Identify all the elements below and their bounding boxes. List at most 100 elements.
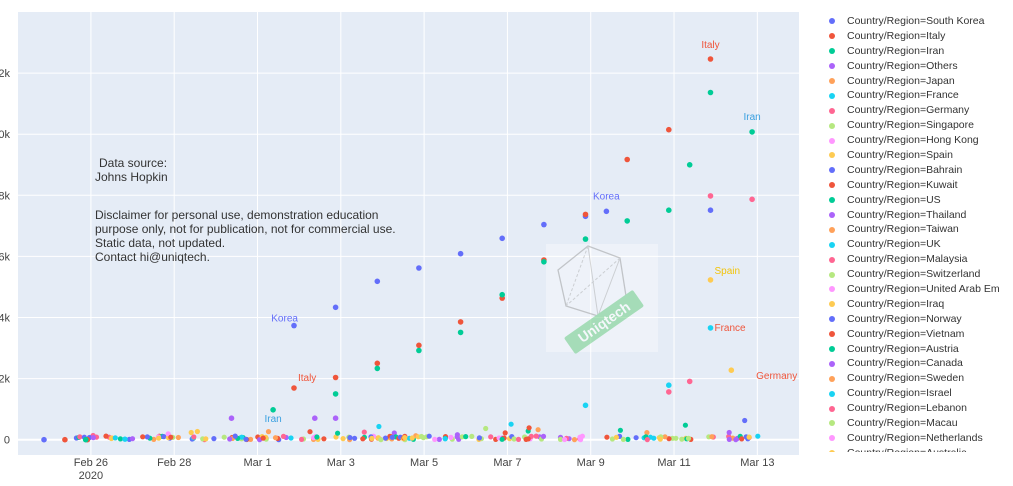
legend-item[interactable]: Country/Region=United Arab Em [822, 282, 1013, 297]
annotation-label: Spain [714, 266, 740, 277]
background-country-point [644, 437, 650, 443]
legend-item[interactable]: Country/Region=Taiwan [822, 222, 1013, 237]
x-tick-label: Mar 9 [577, 457, 605, 469]
background-country-point [144, 434, 150, 440]
legend-item[interactable]: Country/Region=Italy [822, 29, 1013, 44]
data-point [457, 319, 464, 325]
data-point [666, 207, 672, 213]
legend-marker-icon [829, 435, 835, 442]
background-country-point [533, 433, 539, 439]
background-country-point [666, 436, 672, 442]
legend-label: Country/Region=Iraq [847, 297, 945, 310]
data-point [457, 250, 464, 257]
legend-item[interactable]: Country/Region=Iraq [822, 297, 1013, 312]
legend-item[interactable]: Country/Region=Norway [822, 312, 1013, 327]
legend-label: Country/Region=Thailand [847, 208, 967, 221]
legend-item[interactable]: Country/Region=Spain [822, 148, 1013, 163]
legend-label: Country/Region=Kuwait [847, 178, 958, 191]
legend-item[interactable]: Country/Region=Bahrain [822, 163, 1013, 178]
legend-marker-icon [829, 212, 835, 219]
data-point [416, 265, 422, 271]
legend-item[interactable]: Country/Region=Israel [822, 386, 1013, 401]
legend-item[interactable]: Country/Region=US [822, 193, 1013, 208]
legend-label: Country/Region=Switzerland [847, 268, 981, 281]
legend-label: Country/Region=Austria [847, 342, 959, 355]
background-country-point [633, 435, 639, 441]
data-point [707, 193, 714, 199]
background-country-point [617, 427, 624, 433]
background-country-point [307, 429, 313, 435]
legend-item[interactable]: Country/Region=Hong Kong [822, 133, 1013, 148]
annotation-label: Iran [744, 112, 761, 123]
background-country-point [288, 435, 294, 441]
legend-item[interactable]: Country/Region=France [822, 88, 1013, 103]
legend-marker-icon [829, 286, 835, 293]
legend-item[interactable]: Country/Region=UK [822, 237, 1013, 252]
data-point [62, 436, 68, 443]
legend-item[interactable]: Country/Region=Austria [822, 342, 1013, 357]
legend-marker-icon [829, 271, 835, 278]
background-country-point [454, 434, 460, 440]
legend-label: Country/Region=Germany [847, 104, 970, 117]
background-country-point [248, 436, 254, 442]
legend-marker-icon [829, 256, 835, 263]
legend-marker-icon [829, 405, 835, 412]
background-country-point [378, 437, 384, 443]
data-point [332, 304, 339, 311]
legend-item[interactable]: Country/Region=Malaysia [822, 252, 1013, 267]
background-country-point [77, 434, 83, 440]
legend-label: Country/Region=Spain [847, 149, 953, 162]
legend-item[interactable]: Country/Region=Vietnam [822, 327, 1013, 342]
legend-item[interactable]: Country/Region=Kuwait [822, 178, 1013, 193]
legend-item[interactable]: Country/Region=Netherlands [822, 431, 1013, 446]
legend-marker-icon [829, 346, 835, 353]
background-country-point [515, 436, 522, 442]
background-country-point [239, 434, 245, 440]
legend-label: Country/Region=Macau [847, 417, 958, 430]
background-country-point [579, 433, 586, 439]
legend-item[interactable]: Country/Region=Thailand [822, 208, 1013, 223]
scatter-points [41, 56, 761, 443]
legend-item[interactable]: Country/Region=Sweden [822, 371, 1013, 386]
background-country-point [448, 434, 454, 440]
background-country-point [335, 430, 341, 436]
legend-marker-icon [829, 18, 835, 25]
background-country-point [426, 433, 432, 439]
data-point [582, 211, 589, 218]
x-tick-label: Mar 11 [657, 457, 690, 469]
data-point [624, 156, 630, 163]
legend-label: Country/Region=Japan [847, 74, 955, 87]
legend-item[interactable]: Country/Region=Canada [822, 356, 1013, 371]
legend-item[interactable]: Country/Region=Australia [822, 446, 1013, 452]
background-country-point [526, 425, 532, 431]
background-country-point [140, 434, 146, 440]
disclaimer-line4: Contact hi@uniqtech. [95, 250, 210, 264]
legend-item[interactable]: Country/Region=Germany [822, 103, 1013, 118]
background-country-point [389, 434, 395, 440]
background-country-point [340, 436, 346, 442]
legend-item[interactable]: Country/Region=Switzerland [822, 267, 1013, 282]
legend-item[interactable]: Country/Region=Lebanon [822, 401, 1013, 416]
legend-item[interactable]: Country/Region=Macau [822, 416, 1013, 431]
background-country-point [260, 435, 266, 441]
legend-item[interactable]: Country/Region=Others [822, 59, 1013, 74]
background-country-point [508, 421, 514, 427]
data-point [291, 322, 297, 329]
background-country-point [436, 436, 442, 442]
background-country-point [476, 435, 482, 441]
legend-item[interactable]: Country/Region=Japan [822, 74, 1013, 89]
data-point [707, 56, 714, 62]
annotation-label: Korea [271, 314, 298, 325]
legend-item[interactable]: Country/Region=Iran [822, 44, 1013, 59]
legend-label: Country/Region=Malaysia [847, 253, 968, 266]
background-country-point [221, 434, 227, 440]
background-country-point [726, 429, 732, 436]
legend-item[interactable]: Country/Region=South Korea [822, 14, 1013, 29]
background-country-point [103, 433, 109, 439]
background-country-point [685, 435, 692, 441]
background-country-point [673, 435, 679, 441]
background-country-point [151, 436, 157, 442]
legend-item[interactable]: Country/Region=Singapore [822, 118, 1013, 133]
disclaimer-line3: Static data, not updated. [95, 236, 225, 250]
